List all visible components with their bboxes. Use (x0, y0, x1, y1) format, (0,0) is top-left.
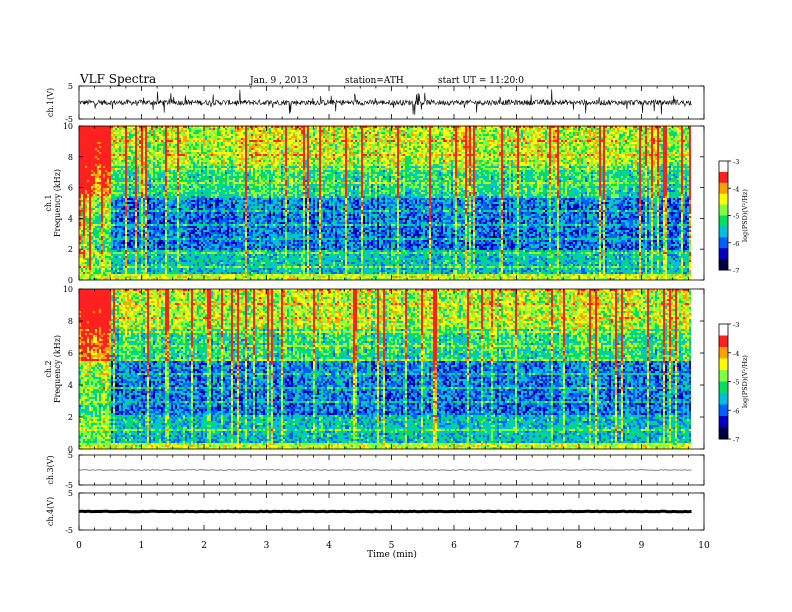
colorbar-swatch (719, 226, 728, 238)
y-axis-label: ch.4(V) (46, 497, 55, 526)
x-tick-label: 4 (326, 541, 332, 551)
colorbar-swatch (719, 237, 728, 249)
y-tick-label: -5 (65, 115, 73, 124)
x-tick-label: 8 (576, 541, 582, 551)
x-tick-label: 7 (514, 541, 520, 551)
y-tick-label: -5 (65, 526, 73, 535)
x-axis-label: Time (min) (367, 549, 417, 560)
colorbar-tick-label: -6 (733, 240, 739, 248)
y-tick-label: 4 (68, 381, 73, 390)
y-tick-label: 6 (68, 184, 73, 193)
y-tick-label: 8 (68, 153, 73, 162)
y-tick-label: 0 (68, 445, 73, 454)
spectrogram-cells-1 (79, 126, 691, 280)
colorbar-tick-label: -5 (733, 213, 739, 221)
colorbar-tick-label: -5 (733, 379, 739, 387)
colorbar-swatch (719, 215, 728, 227)
colorbar-swatch (719, 259, 728, 271)
colorbar-swatch (719, 347, 728, 359)
colorbar-tick-label: -4 (733, 185, 739, 193)
station-label: station=ATH (345, 76, 404, 86)
date-label: Jan. 9 , 2013 (249, 76, 308, 86)
colorbar-2: -3 -4 -5 -6 -7 log(PSD)(V²/Hz) (718, 321, 749, 444)
colorbar-swatch (719, 370, 728, 382)
colorbar-1: -3 -4 -5 -6 -7 log(PSD)(V²/Hz) (718, 158, 749, 275)
x-tick-label: 0 (76, 541, 82, 551)
colorbar-swatch (719, 193, 728, 206)
x-tick-label: 5 (389, 541, 395, 551)
colorbar-swatch (719, 358, 728, 371)
colorbar-tick-label: -3 (733, 158, 739, 166)
colorbar-swatch (719, 204, 728, 216)
y-axis-label-frequency: Frequency (kHz) (53, 169, 62, 237)
colorbar-tick-label: -6 (733, 407, 739, 415)
colorbar-swatch (719, 248, 728, 260)
colorbar-swatch (719, 335, 728, 348)
y-tick-label: 5 (68, 489, 73, 498)
colorbar-label: log(PSD)(V²/Hz) (741, 189, 749, 242)
y-tick-label: 10 (63, 122, 73, 131)
colorbar-tick-label: -7 (733, 267, 739, 275)
colorbar-swatch (719, 324, 728, 336)
x-axis-ticks: 0 1 2 3 4 5 6 7 8 9 10 (76, 541, 710, 551)
y-tick-label: 5 (68, 82, 73, 91)
colorbar-swatch (719, 381, 728, 394)
spectrogram-cells-2 (79, 289, 691, 449)
x-tick-label: 3 (264, 541, 270, 551)
x-tick-label: 6 (451, 541, 457, 551)
y-axis-label: ch.3(V) (46, 455, 55, 484)
y-tick-label: 2 (68, 413, 73, 422)
colorbars: -3 -4 -5 -6 -7 log(PSD)(V²/Hz) -3 -4 -5 -6 -7 log(P… (718, 158, 749, 444)
x-tick-label: 1 (139, 541, 145, 551)
colorbar-swatch (719, 171, 728, 184)
y-tick-label: -5 (65, 481, 73, 490)
colorbar-swatch (719, 161, 728, 173)
x-tick-label: 2 (201, 541, 207, 551)
y-axis-label: ch.1(V) (46, 88, 55, 117)
y-axis-label-frequency: Frequency (kHz) (53, 335, 62, 403)
colorbar-swatch (719, 404, 728, 417)
start-time-label: start UT = 11:20:0 (438, 76, 524, 86)
x-tick-label: 10 (698, 541, 710, 551)
colorbar-tick-label: -7 (733, 436, 739, 444)
y-tick-label: 4 (68, 214, 73, 223)
y-tick-label: 10 (63, 285, 73, 294)
colorbar-tick-label: -3 (733, 321, 739, 329)
y-tick-label: 8 (68, 317, 73, 326)
colorbar-swatch (719, 393, 728, 405)
colorbar-swatch (719, 427, 728, 440)
y-tick-label: 6 (68, 349, 73, 358)
colorbar-swatch (719, 416, 728, 428)
waveform-trace-4 (78, 509, 692, 514)
colorbar-label: log(PSD)(V²/Hz) (741, 355, 749, 408)
y-tick-label: 0 (68, 276, 73, 285)
colorbar-swatch (719, 182, 728, 195)
waveform-trace-0 (78, 89, 692, 115)
y-axis-label-channel: ch.2 (44, 360, 53, 377)
figure-title: VLF Spectra (79, 72, 156, 86)
y-axis-label-channel: ch.1 (44, 194, 53, 211)
y-tick-label: 2 (68, 245, 73, 254)
y-tick-label: 5 (68, 451, 73, 460)
x-tick-label: 9 (639, 541, 645, 551)
colorbar-tick-label: -4 (733, 350, 739, 358)
